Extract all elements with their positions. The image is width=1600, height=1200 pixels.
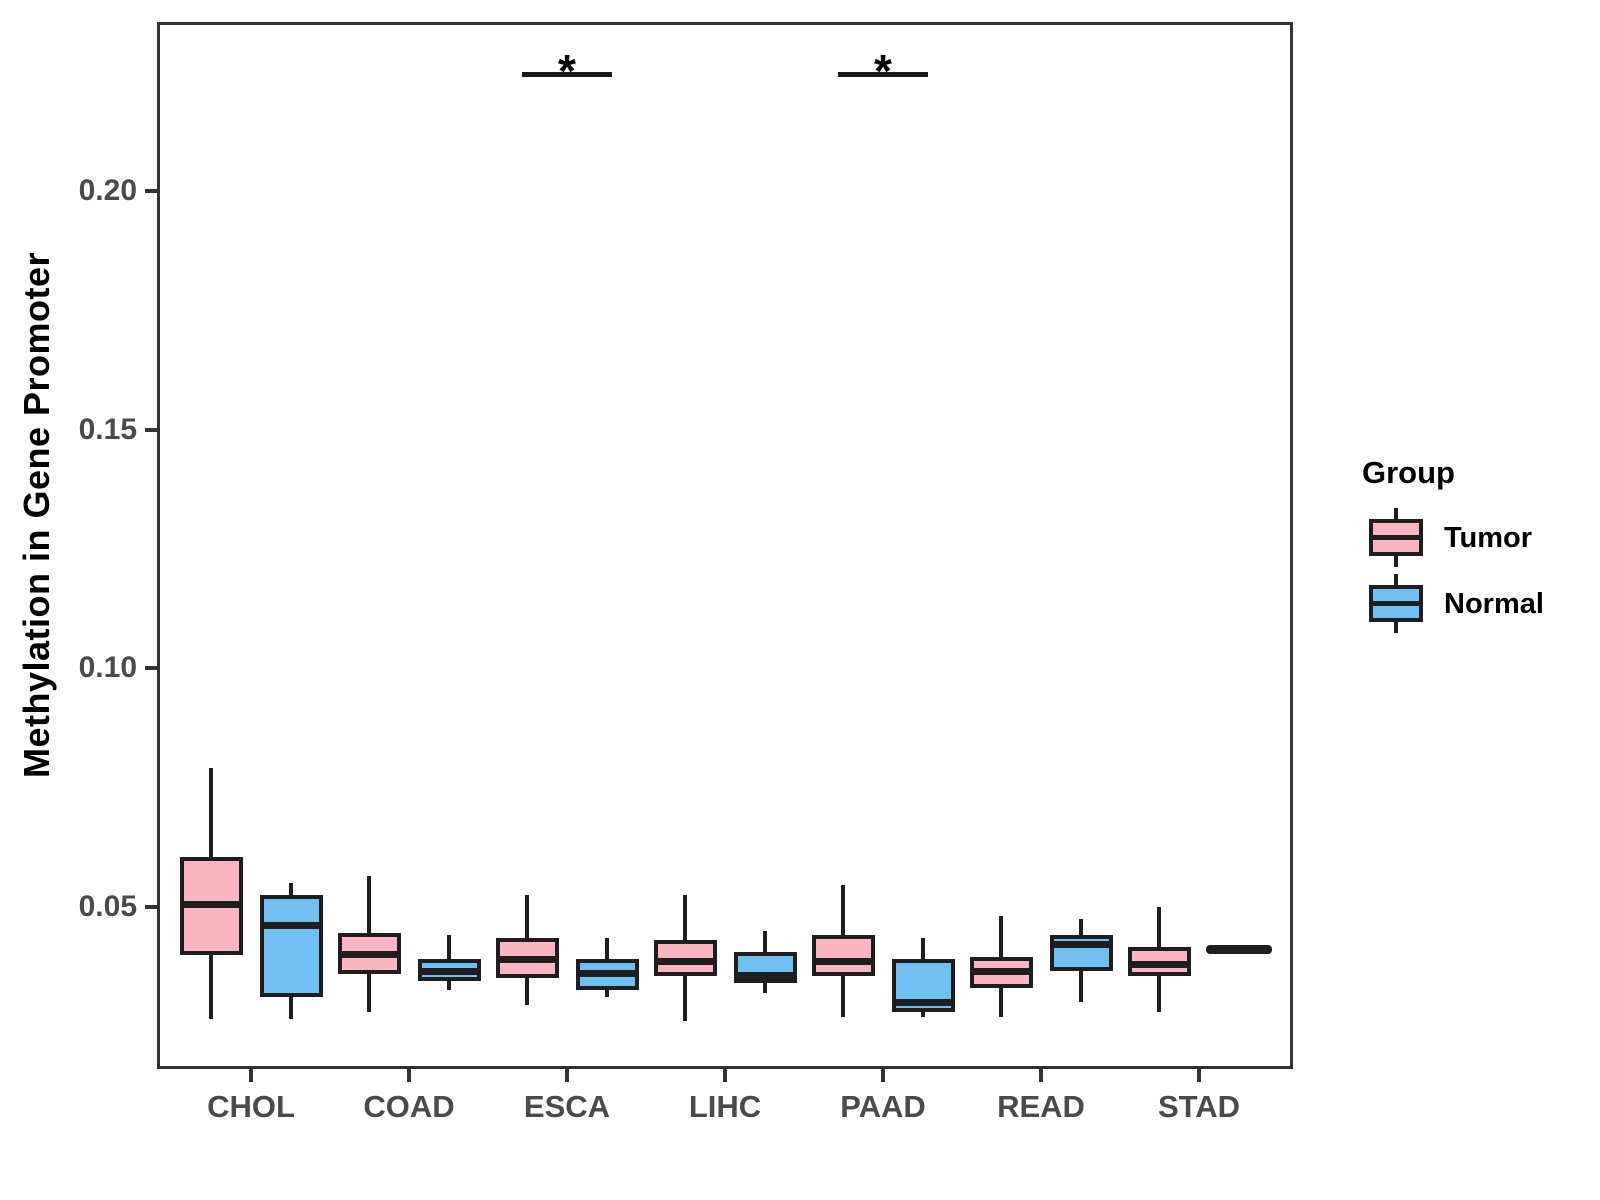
y-axis-tick <box>145 427 157 432</box>
x-axis-tick <box>249 1069 253 1082</box>
y-axis-title: Methylation in Gene Promoter <box>16 251 57 779</box>
legend-key-median-line <box>1369 601 1423 606</box>
median-line <box>417 967 481 975</box>
median-line <box>891 998 955 1006</box>
median-line <box>811 958 875 966</box>
bracket-line <box>522 72 612 77</box>
x-axis-tick <box>1197 1069 1201 1082</box>
x-axis-category-label: LIHC <box>688 1089 762 1124</box>
legend-key-median-line <box>1369 535 1423 540</box>
median-line <box>969 967 1033 975</box>
y-axis-tick-label: 0.15 <box>78 412 137 446</box>
y-axis-tick-label: 0.05 <box>78 889 137 923</box>
median-line <box>337 951 401 959</box>
median-line <box>733 972 797 980</box>
x-axis-tick <box>723 1069 727 1082</box>
median-line <box>653 958 717 966</box>
box-body <box>653 940 717 976</box>
median-line <box>1049 941 1113 949</box>
x-axis-category-label: PAAD <box>840 1089 926 1124</box>
box-body <box>1049 935 1113 972</box>
median-line <box>179 900 243 908</box>
legend-item-label: Tumor <box>1444 522 1533 554</box>
plot-panel <box>157 22 1293 1069</box>
significance-star: * <box>558 45 576 97</box>
significance-star: * <box>874 45 892 97</box>
box-body <box>811 935 875 976</box>
x-axis-tick <box>1039 1069 1043 1082</box>
legend-title: Group <box>1362 455 1455 490</box>
y-axis-tick <box>145 189 157 194</box>
x-axis-tick <box>565 1069 569 1082</box>
median-line <box>575 970 639 978</box>
median-line <box>1127 960 1191 968</box>
median-line <box>495 955 559 963</box>
x-axis-category-label: ESCA <box>523 1089 611 1124</box>
median-line <box>259 922 323 930</box>
median-line <box>1206 945 1272 955</box>
box-body <box>259 894 323 998</box>
x-axis-tick <box>881 1069 885 1082</box>
bracket-line <box>838 72 928 77</box>
y-axis-tick-label: 0.10 <box>78 651 137 685</box>
y-axis-tick <box>145 904 157 909</box>
y-axis-tick-label: 0.20 <box>78 174 137 208</box>
x-axis-category-label: STAD <box>1157 1089 1241 1124</box>
x-axis-category-label: COAD <box>363 1089 455 1124</box>
legend-item-label: Normal <box>1444 588 1544 620</box>
x-axis-category-label: CHOL <box>207 1089 295 1124</box>
x-axis-category-label: READ <box>997 1089 1085 1124</box>
y-axis-tick <box>145 666 157 671</box>
x-axis-tick <box>407 1069 411 1082</box>
